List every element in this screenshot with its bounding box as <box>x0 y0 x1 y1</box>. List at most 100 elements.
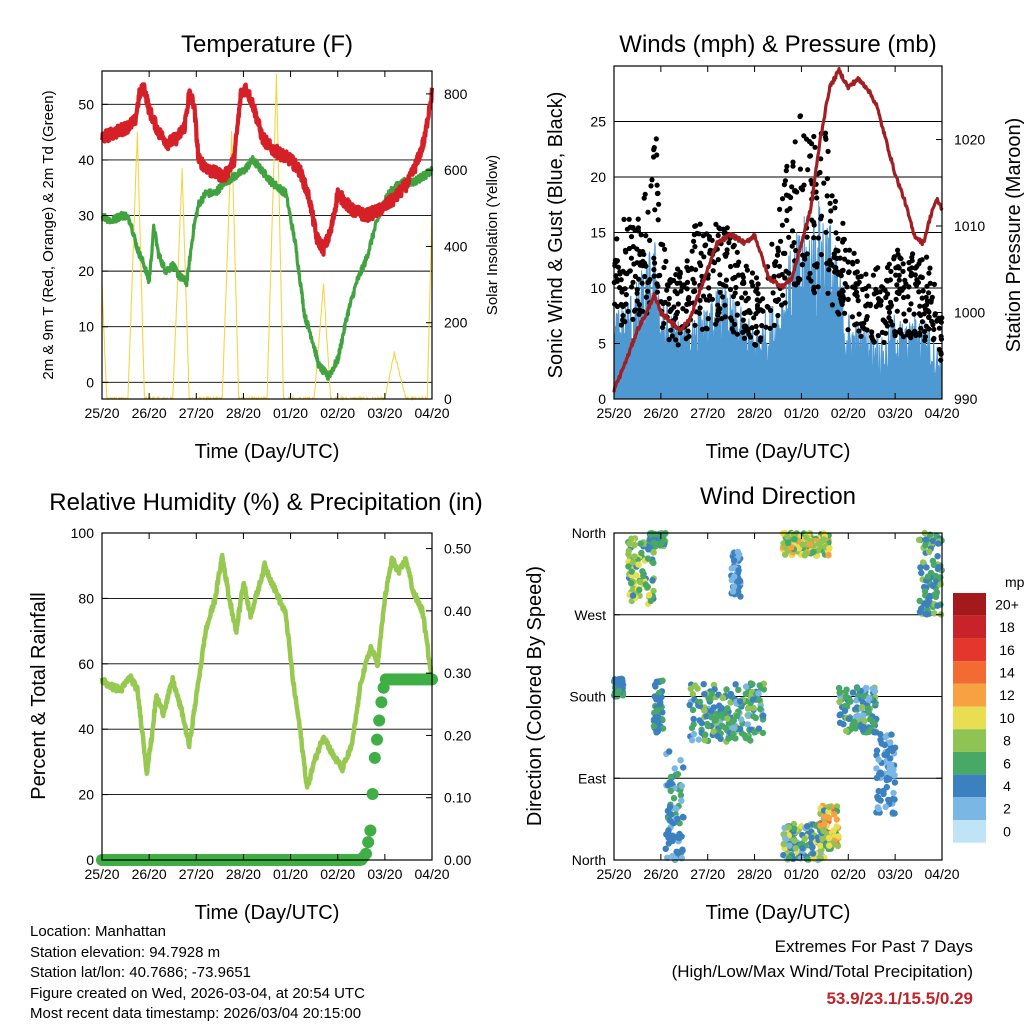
gust-point <box>812 144 818 150</box>
gust-point <box>622 270 629 276</box>
gust-point <box>671 277 677 284</box>
direction-point <box>696 698 704 706</box>
x-tick-label: 28/20 <box>226 866 261 882</box>
direction-point <box>690 715 697 723</box>
direction-point <box>880 788 887 796</box>
direction-point <box>860 712 867 719</box>
direction-point <box>755 725 763 732</box>
gust-point <box>722 314 728 320</box>
precip-point <box>371 733 383 746</box>
gust-point <box>811 235 817 241</box>
y-right-tick-label: 0.40 <box>444 603 471 619</box>
gust-point <box>893 265 899 271</box>
gust-point <box>673 311 680 317</box>
gust-point <box>716 225 722 231</box>
gust-point <box>643 294 650 300</box>
direction-point <box>843 686 850 693</box>
gust-point <box>744 267 751 273</box>
direction-point <box>756 682 763 689</box>
gust-point <box>697 260 703 266</box>
direction-point <box>729 724 737 731</box>
gust-point <box>623 249 629 255</box>
direction-point <box>930 561 938 569</box>
colorbar-label: 6 <box>1003 755 1011 771</box>
y-right-tick-label: 0.50 <box>444 541 471 557</box>
y-tick-label: 50 <box>78 96 94 112</box>
gust-point <box>779 302 785 308</box>
direction-point <box>834 842 842 850</box>
gust-point <box>873 303 879 310</box>
gust-point <box>735 301 741 307</box>
direction-point <box>645 555 652 562</box>
colorbar-label: 2 <box>1003 801 1011 817</box>
gust-point <box>858 333 864 339</box>
gust-point <box>831 251 837 257</box>
gust-point <box>755 281 761 287</box>
gust-point <box>723 277 730 283</box>
gust-point <box>630 225 636 231</box>
y-tick-label: North <box>572 525 606 541</box>
direction-point <box>688 724 696 731</box>
y-tick-label: 30 <box>78 208 94 224</box>
direction-point <box>815 540 823 547</box>
direction-point <box>730 583 738 590</box>
direction-point <box>852 721 859 728</box>
gust-point <box>716 310 722 316</box>
gust-point <box>777 206 783 212</box>
gust-point <box>707 236 713 242</box>
direction-point <box>703 712 710 720</box>
gust-point <box>677 269 683 275</box>
gust-point <box>699 326 706 332</box>
direction-point <box>628 535 635 542</box>
direction-point <box>882 803 889 810</box>
direction-point <box>826 842 833 849</box>
direction-point <box>677 757 684 764</box>
gust-point <box>659 324 666 330</box>
gust-point <box>790 163 796 169</box>
direction-point <box>785 824 792 831</box>
gust-point <box>632 307 638 313</box>
gust-point <box>620 313 626 319</box>
direction-point <box>836 689 843 696</box>
y-right-tick-label: 600 <box>444 162 468 178</box>
gust-point <box>652 260 658 266</box>
gust-point <box>808 278 814 284</box>
colorbar-label: 18 <box>999 619 1015 635</box>
direction-point <box>665 840 672 847</box>
gust-point <box>751 315 757 321</box>
gust-point <box>754 286 760 292</box>
direction-point <box>755 690 762 697</box>
gust-point <box>753 323 759 329</box>
y-tick-label: South <box>569 689 606 705</box>
direction-point <box>891 810 898 817</box>
direction-point <box>865 695 873 702</box>
direction-point <box>887 739 894 746</box>
direction-point <box>729 730 737 738</box>
gust-point <box>643 263 649 269</box>
direction-point <box>696 717 703 724</box>
temperature-y-label: 2m & 9m T (Red, Orange) & 2m Td (Green) <box>40 90 57 379</box>
gust-point <box>826 267 832 273</box>
gust-point <box>789 228 796 234</box>
gust-point <box>696 231 702 237</box>
direction-point <box>631 541 638 549</box>
direction-point <box>702 731 709 738</box>
y-tick-label: 40 <box>78 721 94 737</box>
x-tick-label: 02/20 <box>320 866 355 882</box>
wind-direction-points <box>610 529 945 864</box>
direction-point <box>718 704 725 712</box>
gust-point <box>869 335 875 341</box>
direction-point <box>791 837 798 844</box>
gust-point <box>886 261 892 267</box>
gust-point <box>775 312 781 319</box>
direction-point <box>849 689 857 696</box>
direction-point <box>645 592 653 599</box>
direction-point <box>885 747 892 755</box>
precip-point <box>368 751 381 764</box>
gust-point <box>811 287 817 293</box>
gust-point <box>898 330 904 336</box>
gust-point <box>900 261 906 267</box>
gust-point <box>809 217 815 223</box>
gust-point <box>726 240 732 246</box>
gust-point <box>808 177 814 184</box>
